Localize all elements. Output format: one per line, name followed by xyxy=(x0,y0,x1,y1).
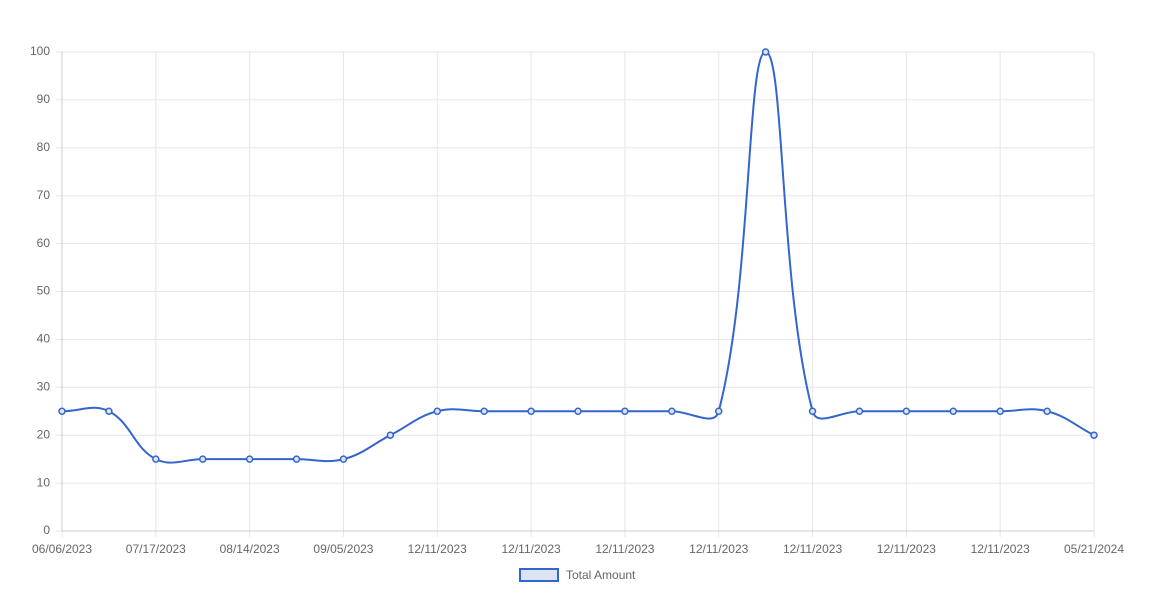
x-tick-label: 12/11/2023 xyxy=(689,542,748,556)
point xyxy=(714,407,723,415)
point xyxy=(761,48,770,56)
point xyxy=(1043,407,1051,415)
point xyxy=(574,407,582,415)
y-tick-label: 80 xyxy=(37,140,51,154)
y-tick-label: 40 xyxy=(37,332,51,346)
point xyxy=(386,431,395,439)
x-tick-label: 12/11/2023 xyxy=(502,542,561,556)
x-tick-label: 06/06/2023 xyxy=(32,542,92,556)
point xyxy=(996,407,1004,415)
y-tick-label: 30 xyxy=(37,379,51,393)
point xyxy=(339,455,348,463)
legend-swatch xyxy=(519,568,559,582)
y-tick-label: 10 xyxy=(37,475,51,489)
point xyxy=(480,407,488,415)
x-tick-label: 12/11/2023 xyxy=(408,542,467,556)
point xyxy=(1090,431,1098,439)
x-tick-label: 05/21/2024 xyxy=(1064,542,1124,556)
legend-label: Total Amount xyxy=(566,568,636,582)
y-tick-label: 60 xyxy=(37,236,51,250)
x-tick-label: 12/11/2023 xyxy=(971,542,1030,556)
x-tick-label: 12/11/2023 xyxy=(877,542,936,556)
point xyxy=(808,407,817,415)
point xyxy=(902,407,911,415)
x-tick-label: 12/11/2023 xyxy=(783,542,842,556)
y-tick-label: 70 xyxy=(37,188,51,202)
line xyxy=(61,50,1095,464)
point xyxy=(292,455,301,463)
x-tick-label: 12/11/2023 xyxy=(595,542,654,556)
point xyxy=(621,407,629,415)
y-tick-label: 20 xyxy=(37,427,51,441)
y-tick-label: 0 xyxy=(43,523,50,537)
point xyxy=(58,407,66,415)
point xyxy=(152,455,160,463)
point xyxy=(198,455,207,463)
point xyxy=(105,407,113,415)
x-tick-label: 08/14/2023 xyxy=(220,542,280,556)
point xyxy=(527,407,535,415)
point xyxy=(245,455,254,463)
y-tick-label: 50 xyxy=(37,284,51,298)
y-tick-label: 100 xyxy=(30,44,50,58)
x-tick-label: 07/17/2023 xyxy=(126,542,186,556)
point xyxy=(668,407,676,415)
point xyxy=(949,407,958,415)
point xyxy=(433,407,442,415)
point xyxy=(855,407,864,415)
y-tick-label: 90 xyxy=(37,92,51,106)
x-tick-label: 09/05/2023 xyxy=(313,542,373,556)
